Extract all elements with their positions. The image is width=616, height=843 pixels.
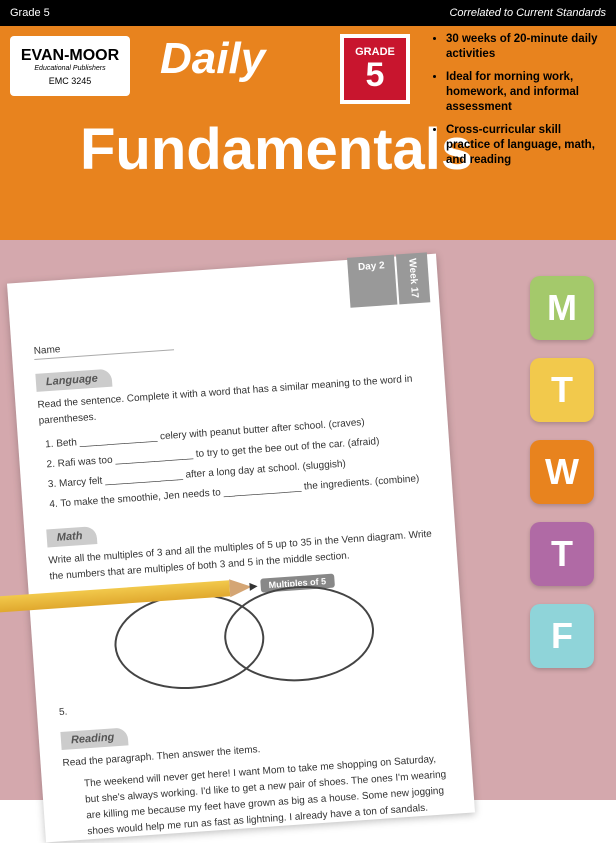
title-fundamentals: Fundamentals — [80, 116, 473, 183]
grade-label: Grade 5 — [10, 7, 449, 19]
worksheet-tabs: Day 2 Week 17 — [347, 252, 441, 308]
worksheet-page: Day 2 Week 17 Name Language Read the sen… — [7, 254, 475, 843]
bullet-item: Ideal for morning work, homework, and in… — [446, 70, 604, 115]
publisher-logo: EVAN-MOOR Educational Publishers EMC 324… — [10, 36, 130, 96]
reading-section-tab: Reading — [60, 727, 128, 750]
weekday-tabs: M T W T F — [530, 276, 594, 668]
correlated-label: Correlated to Current Standards — [449, 7, 606, 19]
weekday-tab-f: F — [530, 604, 594, 668]
week-tab: Week 17 — [396, 252, 430, 304]
bullet-item: Cross-curricular skill practice of langu… — [446, 123, 604, 168]
day-tab: Day 2 — [347, 255, 397, 308]
product-code: EMC 3245 — [49, 76, 92, 86]
feature-bullets: 30 weeks of 20-minute daily activities I… — [432, 32, 604, 176]
top-bar: Grade 5 Correlated to Current Standards — [0, 0, 616, 26]
grade-badge: GRADE 5 — [340, 34, 410, 104]
weekday-tab-t: T — [530, 358, 594, 422]
content-area: Day 2 Week 17 Name Language Read the sen… — [0, 240, 616, 800]
weekday-tab-m: M — [530, 276, 594, 340]
weekday-tab-w: W — [530, 440, 594, 504]
title-daily: Daily — [160, 34, 265, 84]
weekday-tab-t2: T — [530, 522, 594, 586]
logo-name: EVAN-MOOR — [21, 47, 119, 65]
logo-subtitle: Educational Publishers — [34, 65, 105, 72]
header-band: EVAN-MOOR Educational Publishers EMC 324… — [0, 26, 616, 240]
grade-badge-number: 5 — [366, 58, 385, 92]
math-section-tab: Math — [46, 526, 97, 547]
name-field: Name — [33, 336, 174, 360]
language-section-tab: Language — [35, 369, 112, 392]
bullet-item: 30 weeks of 20-minute daily activities — [446, 32, 604, 62]
